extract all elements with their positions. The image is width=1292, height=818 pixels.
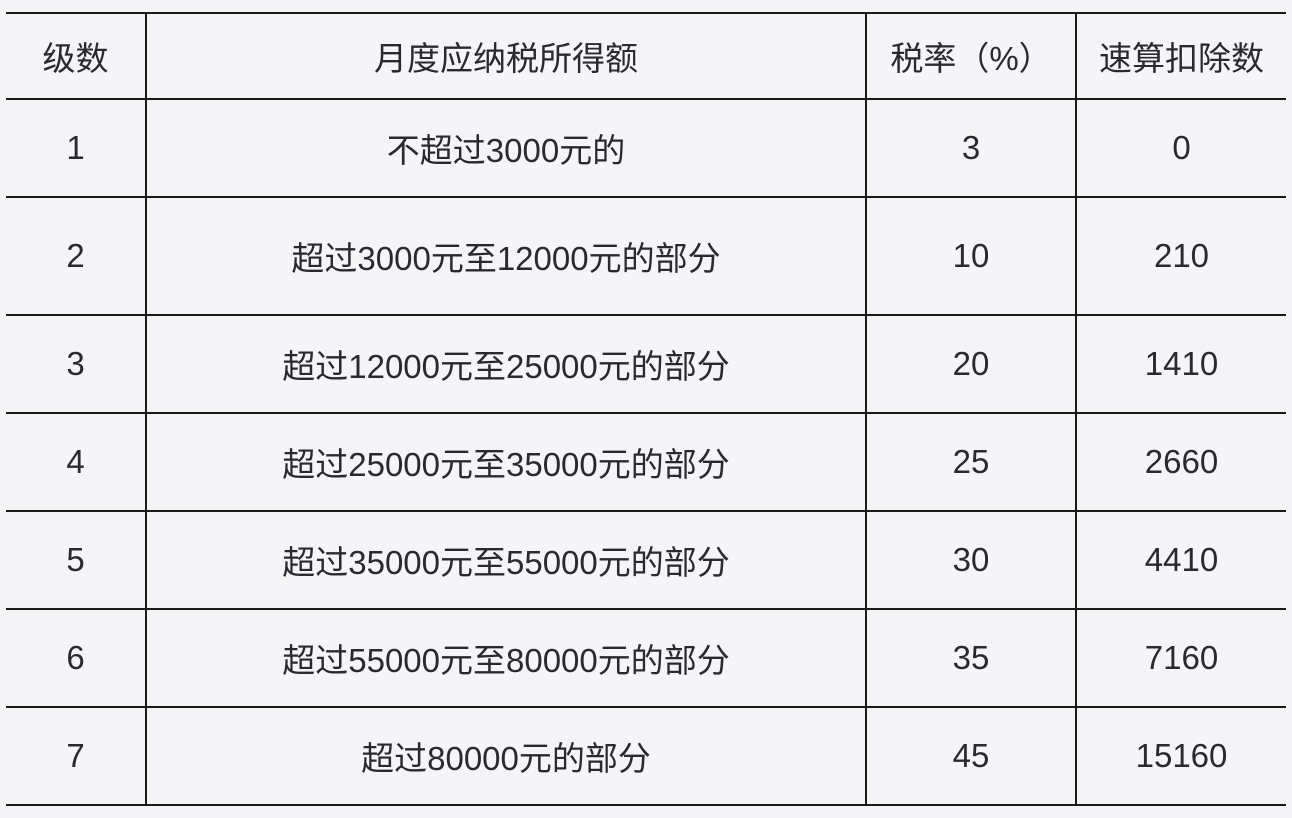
header-income: 月度应纳税所得额 <box>146 13 866 99</box>
cell-level: 2 <box>6 197 146 315</box>
cell-income: 不超过3000元的 <box>146 99 866 197</box>
cell-rate: 30 <box>866 511 1076 609</box>
cell-income: 超过25000元至35000元的部分 <box>146 413 866 511</box>
table-row: 5 超过35000元至55000元的部分 30 4410 <box>6 511 1286 609</box>
cell-income: 超过12000元至25000元的部分 <box>146 315 866 413</box>
cell-deduction: 1410 <box>1076 315 1286 413</box>
cell-deduction: 2660 <box>1076 413 1286 511</box>
table-header-row: 级数 月度应纳税所得额 税率（%） 速算扣除数 <box>6 13 1286 99</box>
cell-income: 超过55000元至80000元的部分 <box>146 609 866 707</box>
table-row: 3 超过12000元至25000元的部分 20 1410 <box>6 315 1286 413</box>
header-deduction: 速算扣除数 <box>1076 13 1286 99</box>
cell-level: 4 <box>6 413 146 511</box>
cell-level: 6 <box>6 609 146 707</box>
cell-deduction: 0 <box>1076 99 1286 197</box>
cell-rate: 35 <box>866 609 1076 707</box>
cell-income: 超过35000元至55000元的部分 <box>146 511 866 609</box>
tax-bracket-table: 级数 月度应纳税所得额 税率（%） 速算扣除数 1 不超过3000元的 3 0 … <box>6 12 1286 806</box>
header-rate: 税率（%） <box>866 13 1076 99</box>
cell-rate: 3 <box>866 99 1076 197</box>
cell-rate: 25 <box>866 413 1076 511</box>
cell-deduction: 7160 <box>1076 609 1286 707</box>
table-row: 6 超过55000元至80000元的部分 35 7160 <box>6 609 1286 707</box>
cell-income: 超过3000元至12000元的部分 <box>146 197 866 315</box>
cell-income: 超过80000元的部分 <box>146 707 866 805</box>
cell-rate: 20 <box>866 315 1076 413</box>
header-level: 级数 <box>6 13 146 99</box>
cell-deduction: 4410 <box>1076 511 1286 609</box>
tax-bracket-table-container: 级数 月度应纳税所得额 税率（%） 速算扣除数 1 不超过3000元的 3 0 … <box>6 12 1286 806</box>
cell-rate: 45 <box>866 707 1076 805</box>
table-row: 7 超过80000元的部分 45 15160 <box>6 707 1286 805</box>
cell-rate: 10 <box>866 197 1076 315</box>
table-row: 1 不超过3000元的 3 0 <box>6 99 1286 197</box>
cell-level: 3 <box>6 315 146 413</box>
cell-level: 7 <box>6 707 146 805</box>
table-row: 2 超过3000元至12000元的部分 10 210 <box>6 197 1286 315</box>
cell-level: 1 <box>6 99 146 197</box>
cell-deduction: 210 <box>1076 197 1286 315</box>
cell-deduction: 15160 <box>1076 707 1286 805</box>
cell-level: 5 <box>6 511 146 609</box>
table-row: 4 超过25000元至35000元的部分 25 2660 <box>6 413 1286 511</box>
